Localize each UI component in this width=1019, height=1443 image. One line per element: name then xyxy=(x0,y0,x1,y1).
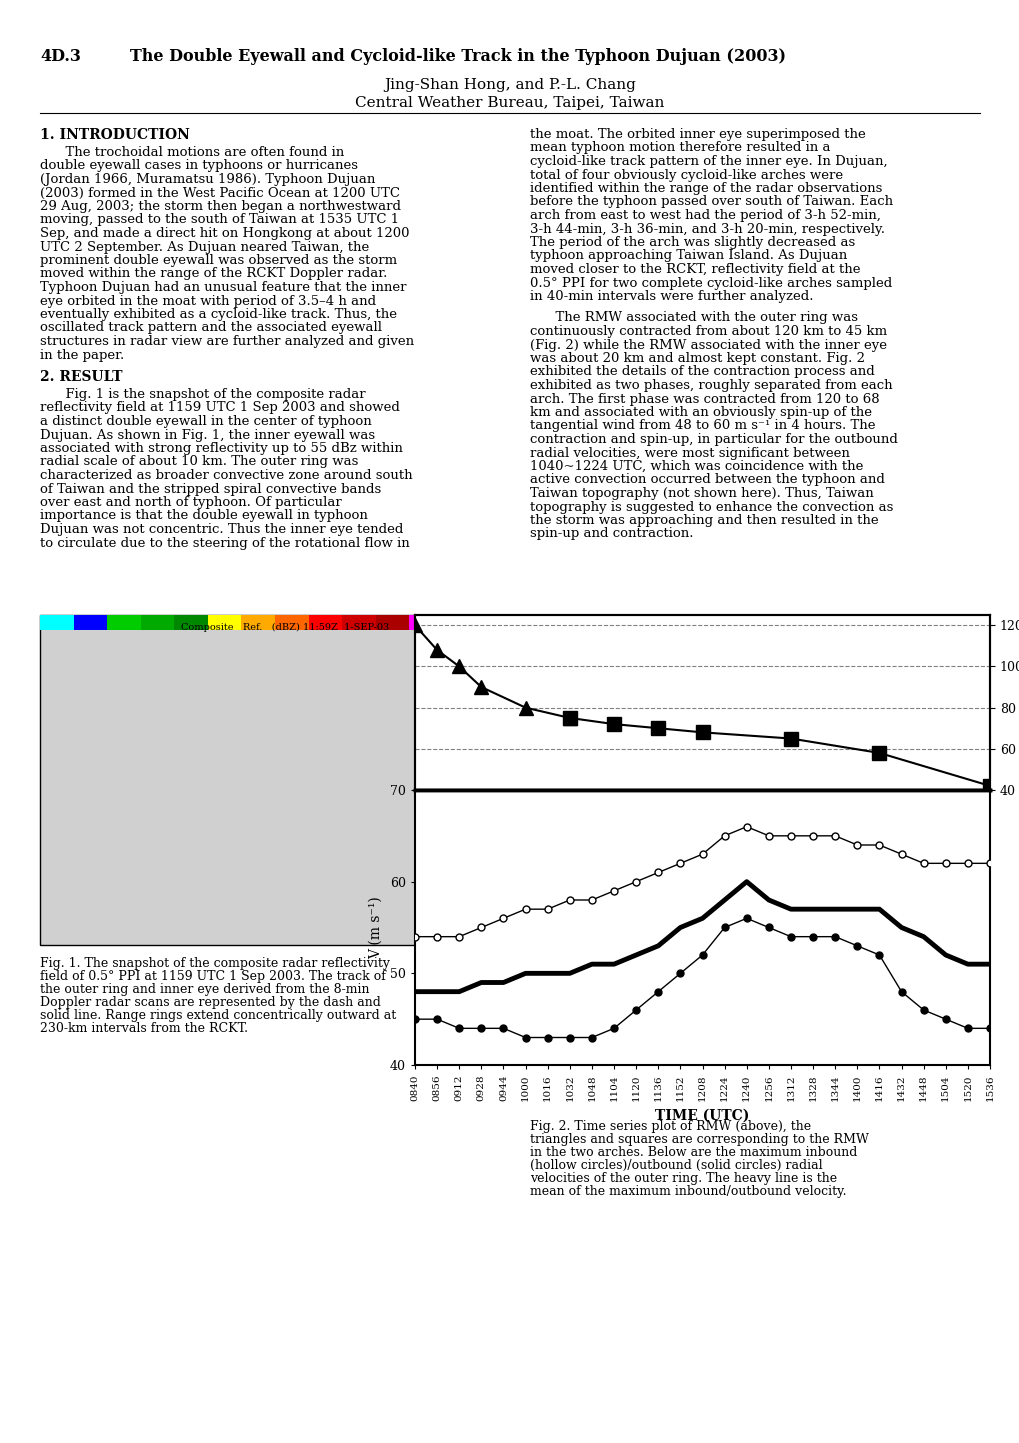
Text: arch. The first phase was contracted from 120 to 68: arch. The first phase was contracted fro… xyxy=(530,392,878,405)
Text: field of 0.5° PPI at 1159 UTC 1 Sep 2003. The track of: field of 0.5° PPI at 1159 UTC 1 Sep 2003… xyxy=(40,970,385,983)
Text: 70: 70 xyxy=(387,784,403,797)
Text: of Taiwan and the stripped spiral convective bands: of Taiwan and the stripped spiral convec… xyxy=(40,482,381,495)
Bar xyxy=(208,615,242,631)
Text: before the typhoon passed over south of Taiwan. Each: before the typhoon passed over south of … xyxy=(530,195,893,208)
Text: exhibited as two phases, roughly separated from each: exhibited as two phases, roughly separat… xyxy=(530,380,892,392)
Text: active convection occurred between the typhoon and: active convection occurred between the t… xyxy=(530,473,884,486)
Text: (Fig. 2) while the RMW associated with the inner eye: (Fig. 2) while the RMW associated with t… xyxy=(530,339,887,352)
Text: identified within the range of the radar observations: identified within the range of the radar… xyxy=(530,182,881,195)
Text: Composite   Ref.   (dBZ) 11:59Z  1-SEP-03: Composite Ref. (dBZ) 11:59Z 1-SEP-03 xyxy=(180,622,389,632)
Text: Sep, and made a direct hit on Hongkong at about 1200: Sep, and made a direct hit on Hongkong a… xyxy=(40,227,409,240)
Text: the moat. The orbited inner eye superimposed the: the moat. The orbited inner eye superimp… xyxy=(530,128,865,141)
Text: The period of the arch was slightly decreased as: The period of the arch was slightly decr… xyxy=(530,237,854,250)
Text: total of four obviously cycloid-like arches were: total of four obviously cycloid-like arc… xyxy=(530,169,843,182)
Text: 3-h 44-min, 3-h 36-min, and 3-h 20-min, respectively.: 3-h 44-min, 3-h 36-min, and 3-h 20-min, … xyxy=(530,222,884,235)
Text: Taiwan topography (not shown here). Thus, Taiwan: Taiwan topography (not shown here). Thus… xyxy=(530,486,873,501)
Text: Fig. 2. Time series plot of RMW (above), the: Fig. 2. Time series plot of RMW (above),… xyxy=(530,1120,810,1133)
Bar xyxy=(309,615,341,631)
Bar xyxy=(40,615,73,631)
Text: associated with strong reflectivity up to 55 dBz within: associated with strong reflectivity up t… xyxy=(40,442,403,455)
Text: topography is suggested to enhance the convection as: topography is suggested to enhance the c… xyxy=(530,501,893,514)
Text: (2003) formed in the West Pacific Ocean at 1200 UTC: (2003) formed in the West Pacific Ocean … xyxy=(40,186,399,199)
Text: The RMW associated with the outer ring was: The RMW associated with the outer ring w… xyxy=(530,312,857,325)
Bar xyxy=(476,615,510,631)
Text: arch from east to west had the period of 3-h 52-min,: arch from east to west had the period of… xyxy=(530,209,880,222)
Text: in 40-min intervals were further analyzed.: in 40-min intervals were further analyze… xyxy=(530,290,813,303)
Text: UTC 2 September. As Dujuan neared Taiwan, the: UTC 2 September. As Dujuan neared Taiwan… xyxy=(40,241,369,254)
Text: spin-up and contraction.: spin-up and contraction. xyxy=(530,528,693,541)
Text: in the paper.: in the paper. xyxy=(40,349,124,362)
Text: Fig. 1. The snapshot of the composite radar reflectivity: Fig. 1. The snapshot of the composite ra… xyxy=(40,957,389,970)
Text: 0.5° PPI for two complete cycloid-like arches sampled: 0.5° PPI for two complete cycloid-like a… xyxy=(530,277,892,290)
Text: the storm was approaching and then resulted in the: the storm was approaching and then resul… xyxy=(530,514,877,527)
X-axis label: TIME (UTC): TIME (UTC) xyxy=(654,1108,749,1123)
Text: Typhoon Dujuan had an unusual feature that the inner: Typhoon Dujuan had an unusual feature th… xyxy=(40,281,407,294)
Text: typhoon approaching Taiwan Island. As Dujuan: typhoon approaching Taiwan Island. As Du… xyxy=(530,250,847,263)
Bar xyxy=(275,615,309,631)
Text: Dujuan was not concentric. Thus the inner eye tended: Dujuan was not concentric. Thus the inne… xyxy=(40,522,403,535)
Text: double eyewall cases in typhoons or hurricanes: double eyewall cases in typhoons or hurr… xyxy=(40,160,358,173)
Bar xyxy=(242,615,275,631)
Text: 2. RESULT: 2. RESULT xyxy=(40,369,122,384)
Text: 4D.3: 4D.3 xyxy=(40,48,81,65)
Text: structures in radar view are further analyzed and given: structures in radar view are further ana… xyxy=(40,335,414,348)
Bar xyxy=(141,615,174,631)
Bar xyxy=(409,615,442,631)
Text: Doppler radar scans are represented by the dash and: Doppler radar scans are represented by t… xyxy=(40,996,380,1009)
Text: contraction and spin-up, in particular for the outbound: contraction and spin-up, in particular f… xyxy=(530,433,897,446)
Text: (Jordan 1966, Muramatsu 1986). Typhoon Dujuan: (Jordan 1966, Muramatsu 1986). Typhoon D… xyxy=(40,173,375,186)
Text: in the two arches. Below are the maximum inbound: in the two arches. Below are the maximum… xyxy=(530,1146,857,1159)
Text: 1040~1224 UTC, which was coincidence with the: 1040~1224 UTC, which was coincidence wit… xyxy=(530,460,862,473)
Text: to circulate due to the steering of the rotational flow in: to circulate due to the steering of the … xyxy=(40,537,410,550)
Text: triangles and squares are corresponding to the RMW: triangles and squares are corresponding … xyxy=(530,1133,868,1146)
Text: continuously contracted from about 120 km to 45 km: continuously contracted from about 120 k… xyxy=(530,325,887,338)
Text: importance is that the double eyewall in typhoon: importance is that the double eyewall in… xyxy=(40,509,368,522)
Text: mean typhoon motion therefore resulted in a: mean typhoon motion therefore resulted i… xyxy=(530,141,829,154)
Text: a distinct double eyewall in the center of typhoon: a distinct double eyewall in the center … xyxy=(40,416,371,429)
Text: radial scale of about 10 km. The outer ring was: radial scale of about 10 km. The outer r… xyxy=(40,456,358,469)
Text: 230-km intervals from the RCKT.: 230-km intervals from the RCKT. xyxy=(40,1022,248,1035)
Text: 29 Aug, 2003; the storm then began a northwestward: 29 Aug, 2003; the storm then began a nor… xyxy=(40,201,400,214)
Text: 1. INTRODUCTION: 1. INTRODUCTION xyxy=(40,128,190,141)
Text: moved within the range of the RCKT Doppler radar.: moved within the range of the RCKT Doppl… xyxy=(40,267,387,280)
Text: The trochoidal motions are often found in: The trochoidal motions are often found i… xyxy=(40,146,344,159)
Bar xyxy=(107,615,141,631)
Text: Jing-Shan Hong, and P.-L. Chang: Jing-Shan Hong, and P.-L. Chang xyxy=(384,78,635,92)
Y-axis label: V (m s⁻¹): V (m s⁻¹) xyxy=(369,896,383,960)
Text: velocities of the outer ring. The heavy line is the: velocities of the outer ring. The heavy … xyxy=(530,1172,837,1185)
Text: tangential wind from 48 to 60 m s⁻¹ in 4 hours. The: tangential wind from 48 to 60 m s⁻¹ in 4… xyxy=(530,420,874,433)
Text: eventually exhibited as a cycloid-like track. Thus, the: eventually exhibited as a cycloid-like t… xyxy=(40,307,396,320)
Text: Dujuan. As shown in Fig. 1, the inner eyewall was: Dujuan. As shown in Fig. 1, the inner ey… xyxy=(40,429,375,442)
Text: The Double Eyewall and Cycloid-like Track in the Typhoon Dujuan (2003): The Double Eyewall and Cycloid-like Trac… xyxy=(129,48,786,65)
Text: mean of the maximum inbound/outbound velocity.: mean of the maximum inbound/outbound vel… xyxy=(530,1185,846,1198)
Text: Fig. 1 is the snapshot of the composite radar: Fig. 1 is the snapshot of the composite … xyxy=(40,388,365,401)
Text: exhibited the details of the contraction process and: exhibited the details of the contraction… xyxy=(530,365,874,378)
Text: characterized as broader convective zone around south: characterized as broader convective zone… xyxy=(40,469,413,482)
Text: moving, passed to the south of Taiwan at 1535 UTC 1: moving, passed to the south of Taiwan at… xyxy=(40,214,398,227)
Bar xyxy=(341,615,375,631)
Bar xyxy=(442,615,476,631)
Text: prominent double eyewall was observed as the storm: prominent double eyewall was observed as… xyxy=(40,254,396,267)
Bar xyxy=(174,615,208,631)
Text: was about 20 km and almost kept constant. Fig. 2: was about 20 km and almost kept constant… xyxy=(530,352,864,365)
Text: over east and north of typhoon. Of particular: over east and north of typhoon. Of parti… xyxy=(40,496,341,509)
Text: moved closer to the RCKT, reflectivity field at the: moved closer to the RCKT, reflectivity f… xyxy=(530,263,860,276)
Text: km and associated with an obviously spin-up of the: km and associated with an obviously spin… xyxy=(530,405,871,418)
Text: (hollow circles)/outbound (solid circles) radial: (hollow circles)/outbound (solid circles… xyxy=(530,1159,821,1172)
Text: the outer ring and inner eye derived from the 8-min: the outer ring and inner eye derived fro… xyxy=(40,983,369,996)
Bar xyxy=(73,615,107,631)
Text: Central Weather Bureau, Taipei, Taiwan: Central Weather Bureau, Taipei, Taiwan xyxy=(355,97,664,110)
Bar xyxy=(40,615,510,945)
Text: cycloid-like track pattern of the inner eye. In Dujuan,: cycloid-like track pattern of the inner … xyxy=(530,154,887,167)
Bar xyxy=(375,615,409,631)
Text: eye orbited in the moat with period of 3.5–4 h and: eye orbited in the moat with period of 3… xyxy=(40,294,376,307)
Text: solid line. Range rings extend concentrically outward at: solid line. Range rings extend concentri… xyxy=(40,1009,395,1022)
Text: reflectivity field at 1159 UTC 1 Sep 2003 and showed: reflectivity field at 1159 UTC 1 Sep 200… xyxy=(40,401,399,414)
Text: radial velocities, were most significant between: radial velocities, were most significant… xyxy=(530,446,849,459)
Text: oscillated track pattern and the associated eyewall: oscillated track pattern and the associa… xyxy=(40,322,382,335)
